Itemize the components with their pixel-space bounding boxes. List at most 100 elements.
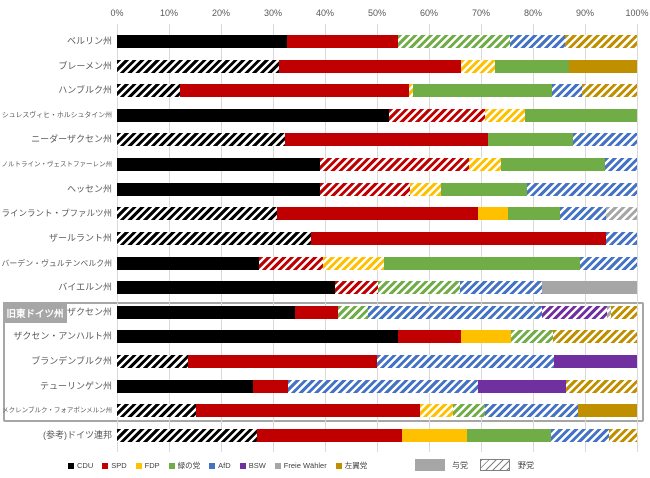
stacked-bar <box>117 182 637 196</box>
bar-segment-SPD <box>284 133 488 147</box>
bar-segment-Greens <box>338 305 369 319</box>
bar-segment-BSW <box>541 305 607 319</box>
bar-segment-SPD <box>334 281 379 295</box>
bar-segment-BSW <box>554 355 637 369</box>
bar-segment-Left <box>565 35 637 48</box>
stacked-bar <box>117 158 637 172</box>
bar-segment-SPD <box>187 355 377 369</box>
legend-item-label: 緑の党 <box>177 461 201 470</box>
bar-segment-Greens <box>452 404 486 418</box>
state-label: メクレンブルク・フォアポンメルン州 <box>2 407 112 415</box>
legend-swatch-CDU <box>68 462 74 469</box>
state-label: ザクセン州 <box>66 306 112 317</box>
bar-segment-SPD <box>320 182 411 196</box>
stacked-bar <box>117 84 637 98</box>
stacked-bar <box>117 207 637 221</box>
stacked-bar <box>117 231 637 245</box>
axis-tick-label: 40% <box>315 8 335 18</box>
axis-tick-label: 90% <box>575 8 595 18</box>
bar-segment-FDP <box>402 428 468 442</box>
legend-item-label: SPD <box>111 461 127 470</box>
legend-swatch-AfD <box>209 462 216 469</box>
bar-segment-CDU <box>117 281 335 295</box>
bar-segment-Greens <box>378 281 461 295</box>
bar-segment-CDU <box>117 207 277 221</box>
legend-item-Left: 左翼党 <box>335 460 367 471</box>
bar-segment-Left <box>610 305 637 319</box>
bar-segment-Greens <box>500 158 605 172</box>
stacked-bar <box>117 330 637 344</box>
bar-segment-FDP <box>408 84 413 98</box>
bar-segment-FDP <box>419 404 453 418</box>
grid-line <box>636 24 638 452</box>
legend-item-label: BSW <box>248 461 266 470</box>
bar-segment-Greens <box>398 35 510 48</box>
bar-segment-AfD <box>509 35 566 48</box>
axis-tick-label: 10% <box>159 8 179 18</box>
bar-segment-SPD <box>256 428 403 442</box>
legend-item-label: CDU <box>77 461 94 470</box>
bar-segment-CDU <box>117 35 288 48</box>
bar-segment-CDU <box>117 379 253 393</box>
bar-segment-FW <box>606 207 637 221</box>
bar-segment-AfD <box>376 355 555 369</box>
bar-segment-AfD <box>552 84 582 98</box>
state-label: シュレスヴィヒ・ホルシュタイン州 <box>1 111 112 119</box>
stacked-bar <box>117 428 637 442</box>
bar-segment-CDU <box>117 355 188 369</box>
bar-segment-SPD <box>180 84 409 98</box>
state-label: ザールラント州 <box>48 232 112 243</box>
axis-tick-label: 30% <box>263 8 283 18</box>
bar-segment-SPD <box>279 59 462 73</box>
bar-segment-Greens <box>495 59 570 73</box>
bar-segment-CDU <box>117 133 285 147</box>
bar-segment-Left <box>552 330 637 344</box>
stacked-bar <box>117 305 637 319</box>
stacked-bar <box>117 108 637 122</box>
legend-swatch-BSW <box>239 462 246 469</box>
state-label: ブレーメン州 <box>58 60 112 71</box>
legend-item-FDP: FDP <box>135 461 160 470</box>
legend-item-BSW: BSW <box>239 461 266 470</box>
legend-swatch-FW <box>274 462 281 469</box>
state-label: テューリンゲン州 <box>39 380 112 391</box>
bar-segment-Greens <box>441 182 528 196</box>
state-label: ラインラント・プファルツ州 <box>1 208 112 219</box>
bar-segment-BSW <box>477 379 567 393</box>
bar-segment-CDU <box>117 404 197 418</box>
state-label: ハンブルク州 <box>58 85 112 96</box>
bar-segment-CDU <box>117 182 321 196</box>
axis-tick-label: 70% <box>471 8 491 18</box>
legend-swatch-FDP <box>135 462 142 469</box>
east-germany-group-label: 旧東ドイツ州 <box>3 302 67 323</box>
bar-segment-SPD <box>196 404 420 418</box>
bar-segment-FDP <box>461 59 496 73</box>
bar-segment-CDU <box>117 428 257 442</box>
bar-segment-AfD <box>606 231 637 245</box>
state-label: (参考)ドイツ連邦 <box>43 429 112 440</box>
party-legend: CDU SPD FDP 緑の党 AfD BSW Freie Wähler 左翼党 <box>68 458 367 473</box>
bar-segment-AfD <box>288 379 478 393</box>
bar-segment-SPD <box>310 231 607 245</box>
state-label: バイエルン州 <box>58 282 112 293</box>
bar-segment-AfD <box>368 305 542 319</box>
stacked-bar <box>117 35 637 48</box>
axis-tick-label: 0% <box>110 8 124 18</box>
bar-segment-SPD <box>258 256 323 270</box>
bar-segment-Left <box>566 379 637 393</box>
state-label: ノルトライン・ヴェストファーレン州 <box>1 161 113 169</box>
stacked-bar <box>117 355 637 369</box>
legend-item-SPD: SPD <box>102 461 127 470</box>
bar-segment-AfD <box>572 133 637 147</box>
stacked-bar <box>117 404 637 418</box>
bar-segment-SPD <box>319 158 469 172</box>
state-label: ベルリン州 <box>66 36 112 46</box>
bar-segment-CDU <box>117 305 296 319</box>
opposition-party-label: 野党 <box>518 461 534 470</box>
axis-tick-label: 50% <box>367 8 387 18</box>
bar-segment-AfD <box>550 428 610 442</box>
legend-item-CDU: CDU <box>68 461 93 470</box>
bar-segment-Greens <box>487 133 573 147</box>
stacked-bar <box>117 256 637 270</box>
bar-segment-Greens <box>508 207 560 221</box>
